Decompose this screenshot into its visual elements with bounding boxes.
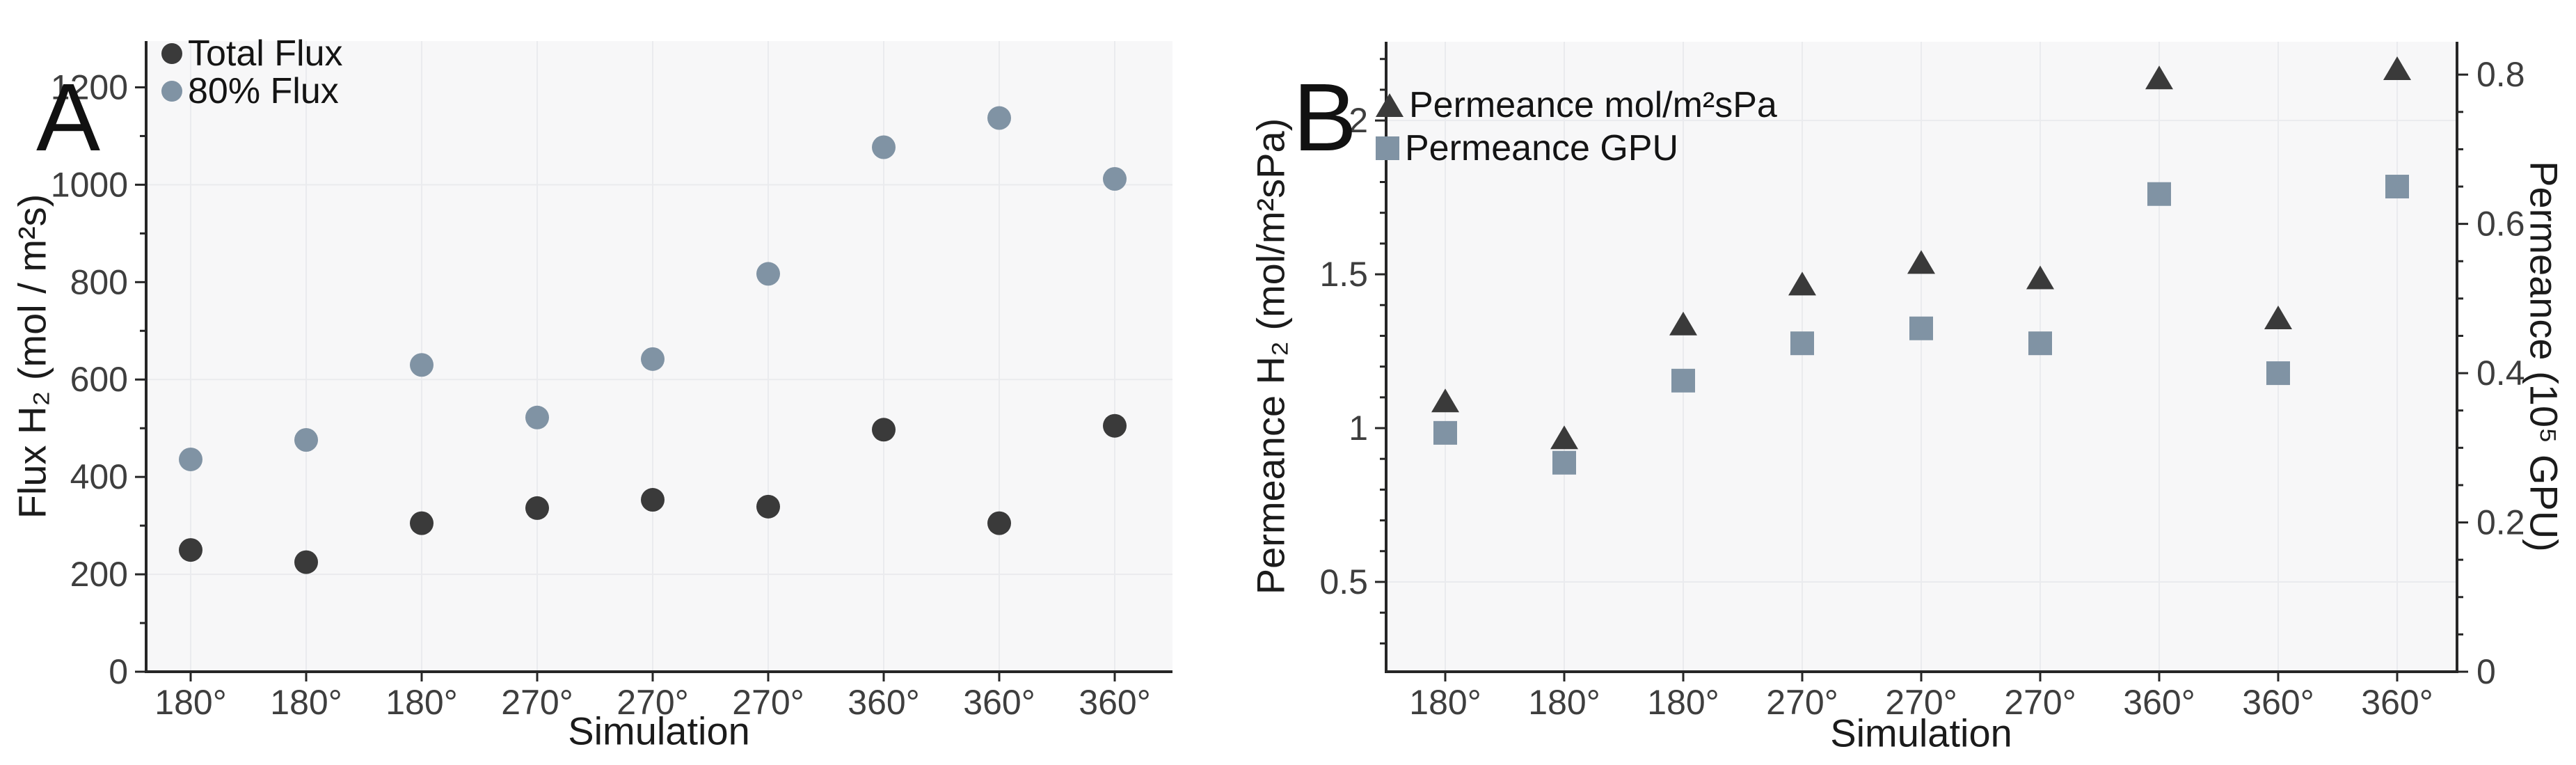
y-tick-label: 0	[109, 652, 128, 691]
y-tick-label: 1000	[51, 165, 128, 204]
total-flux-circle-icon	[161, 43, 182, 64]
data-point-circle	[641, 347, 665, 371]
data-point-triangle	[2145, 65, 2173, 90]
y-tick-label: 200	[70, 555, 128, 594]
right-y-tick-label: 0.2	[2476, 503, 2525, 542]
x-tick-label: 360°	[2361, 683, 2433, 722]
data-point-square	[2147, 182, 2171, 206]
x-tick-label: 360°	[1079, 683, 1150, 722]
x-tick-label: 270°	[501, 683, 573, 722]
data-point-circle	[525, 405, 549, 429]
left-y-tick-label: 2	[1349, 101, 1368, 140]
data-point-circle	[179, 447, 202, 471]
panel-a-legend: Total Flux 80% Flux	[161, 35, 343, 110]
panel-b-left-axis-label: Permeance H₂ (mol/m²sPa)	[1248, 118, 1293, 595]
data-point-square	[2385, 175, 2409, 199]
data-point-square	[1790, 331, 1814, 356]
legend-label: 80% Flux	[188, 71, 339, 111]
data-point-square	[2266, 361, 2290, 386]
right-y-tick-label: 0.6	[2476, 205, 2525, 244]
legend-label: Permeance GPU	[1405, 128, 1679, 168]
data-point-triangle	[1907, 250, 1935, 274]
x-tick-label: 180°	[270, 683, 342, 722]
panel-a-y-axis-label: Flux H₂ (mol / m²s)	[10, 194, 54, 519]
x-tick-label: 270°	[732, 683, 804, 722]
x-tick-label: 180°	[154, 683, 226, 722]
data-point-triangle	[1431, 388, 1459, 413]
left-y-tick-label: 1.5	[1319, 255, 1368, 294]
data-point-square	[1433, 420, 1457, 445]
data-point-circle	[179, 538, 202, 562]
data-point-circle	[872, 135, 896, 159]
x-tick-label: 270°	[1766, 683, 1838, 722]
x-tick-label: 180°	[1528, 683, 1600, 722]
data-point-circle	[525, 496, 549, 520]
data-point-square	[1671, 368, 1695, 393]
permeance-gpu-square-icon	[1376, 136, 1399, 160]
legend-label: Permeance mol/m²sPa	[1409, 85, 1777, 125]
data-point-circle	[1103, 166, 1127, 191]
panel-b-letter: B	[1293, 64, 1358, 171]
left-y-tick-label: 1	[1349, 409, 1368, 448]
data-point-square	[1552, 450, 1576, 475]
y-tick-label: 800	[70, 262, 128, 301]
panel-b-right-axis-label: Permeance (10⁵ GPU)	[2522, 161, 2566, 552]
data-point-circle	[1103, 413, 1127, 438]
eighty-percent-flux-circle-icon	[161, 81, 182, 102]
left-y-tick-label: 0.5	[1319, 562, 1368, 601]
legend-item-total-flux: Total Flux	[161, 35, 343, 72]
x-tick-label: 180°	[1647, 683, 1719, 722]
data-point-triangle	[2264, 305, 2292, 329]
x-tick-label: 180°	[385, 683, 457, 722]
legend-label: Total Flux	[188, 33, 343, 74]
data-point-circle	[756, 494, 780, 519]
panel-a-letter: A	[36, 64, 101, 171]
data-point-triangle	[1788, 271, 1816, 296]
x-tick-label: 360°	[848, 683, 919, 722]
right-y-tick-label: 0	[2476, 652, 2496, 691]
y-tick-label: 600	[70, 360, 128, 399]
data-point-circle	[410, 511, 434, 535]
data-point-circle	[872, 418, 896, 442]
permeance-triangle-icon	[1376, 93, 1404, 117]
data-point-triangle	[2026, 265, 2054, 290]
right-y-tick-label: 0.8	[2476, 55, 2525, 94]
data-point-triangle	[1669, 311, 1697, 336]
data-point-triangle	[1550, 425, 1578, 450]
legend-item-permeance-mol: Permeance mol/m²sPa	[1376, 84, 1777, 127]
panel-b-legend: Permeance mol/m²sPa Permeance GPU	[1376, 84, 1777, 170]
x-tick-label: 360°	[963, 683, 1035, 722]
right-y-tick-label: 0.4	[2476, 354, 2525, 393]
legend-item-permeance-gpu: Permeance GPU	[1376, 127, 1777, 170]
data-point-circle	[294, 427, 318, 452]
data-point-circle	[410, 353, 434, 377]
panel-a-chart: 0 200 400 600 800 1000 1200 180° 180° 180° 270° 270…	[51, 41, 1172, 722]
data-point-square	[2028, 331, 2052, 356]
x-tick-label: 270°	[2004, 683, 2076, 722]
x-tick-label: 270°	[1885, 683, 1957, 722]
data-point-circle	[294, 550, 318, 574]
panel-a-x-axis-label: Simulation	[568, 709, 750, 753]
data-point-circle	[987, 511, 1011, 535]
y-tick-label: 1200	[51, 68, 128, 107]
x-tick-label: 270°	[617, 683, 688, 722]
x-tick-label: 360°	[2123, 683, 2195, 722]
panel-b-chart: 0.5 1 1.5 2 0 0.2 0.4 0.6 0.8 180° 180° 180° 270° 270…	[1319, 42, 2525, 722]
panel-b-x-axis-label: Simulation	[1830, 711, 2012, 755]
x-tick-label: 360°	[2242, 683, 2314, 722]
x-tick-label: 180°	[1409, 683, 1481, 722]
data-point-circle	[641, 488, 665, 512]
data-point-triangle	[2383, 56, 2411, 81]
data-point-square	[1909, 316, 1933, 340]
data-point-circle	[987, 106, 1011, 130]
legend-item-80-flux: 80% Flux	[161, 72, 343, 110]
y-tick-label: 400	[70, 457, 128, 496]
data-point-circle	[756, 262, 780, 286]
